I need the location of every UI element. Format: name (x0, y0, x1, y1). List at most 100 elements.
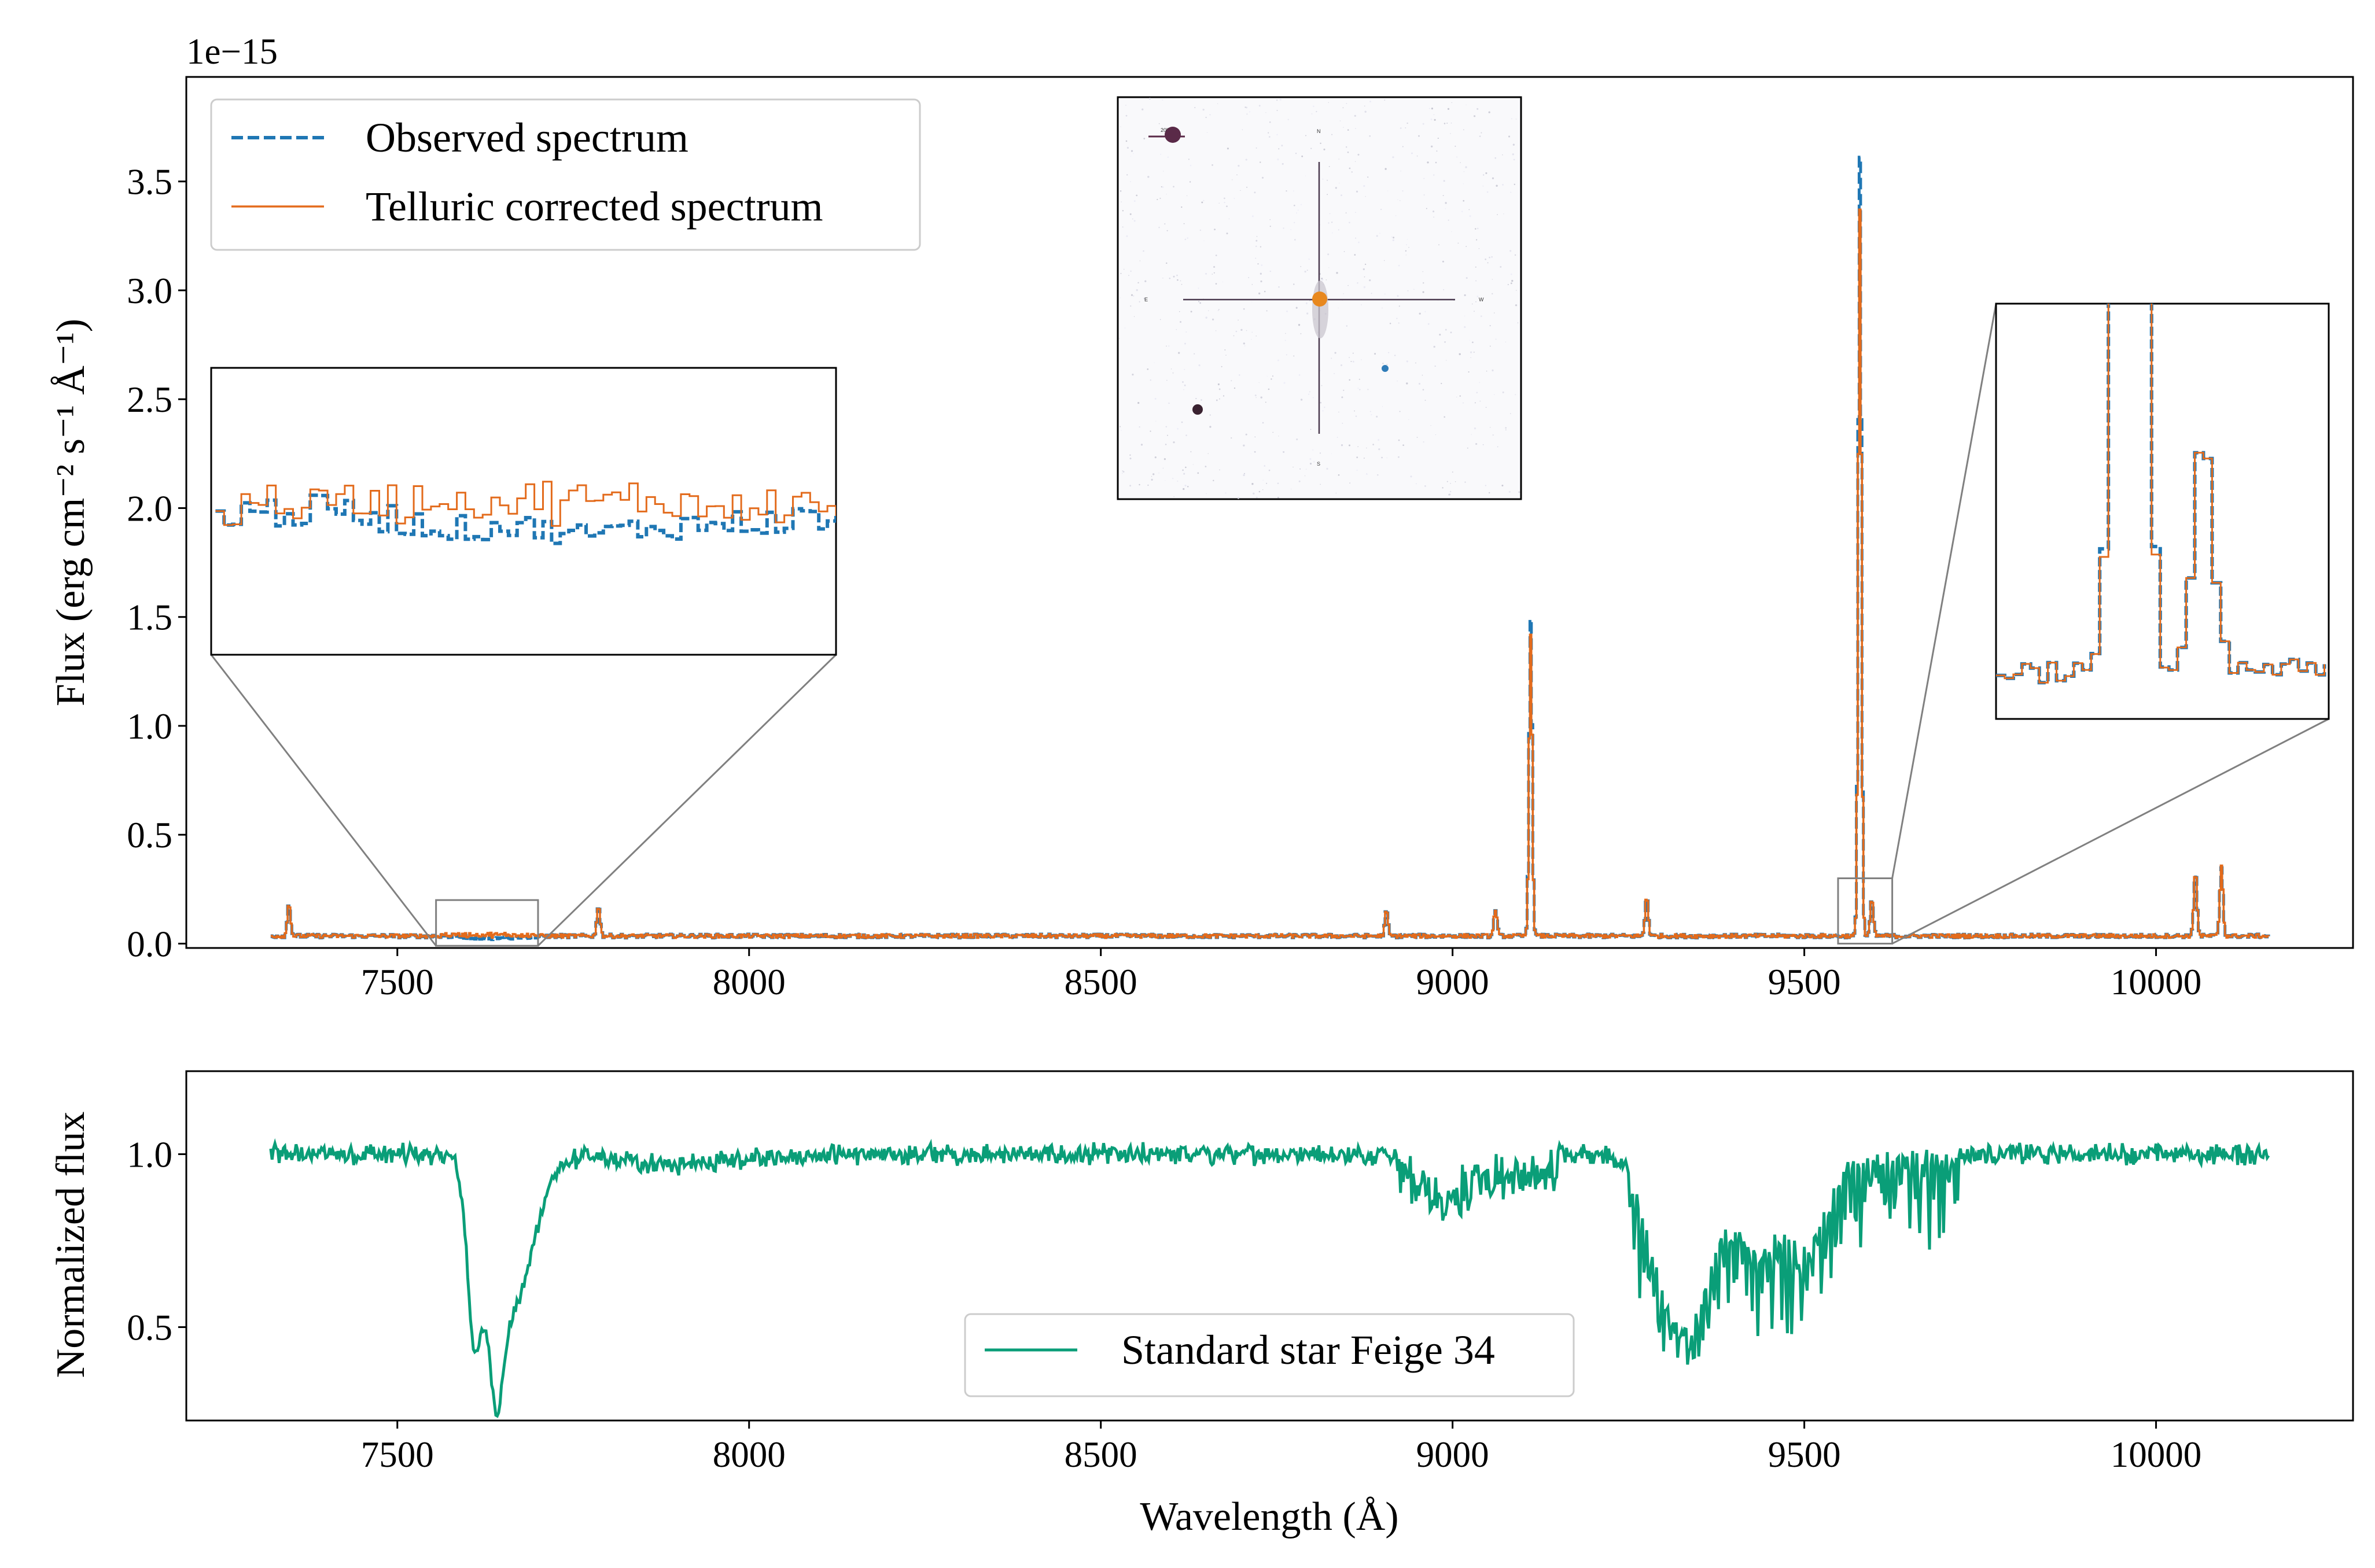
sky-noise-speck (1143, 297, 1146, 300)
sky-noise-speck (1124, 327, 1126, 329)
bottom-x-axis-label: Wavelength (Å) (1140, 1495, 1398, 1539)
inset-line-complex-corrected-line (1996, 304, 2325, 684)
sky-noise-speck (1212, 164, 1213, 166)
sky-noise-speck (1185, 466, 1187, 468)
sky-noise-speck (1475, 266, 1476, 268)
sky-noise-speck (1309, 458, 1312, 460)
sky-noise-speck (1132, 218, 1133, 220)
sky-noise-speck (1475, 228, 1476, 230)
x-tick-label: 10000 (2111, 962, 2202, 1002)
sky-noise-speck (1327, 179, 1328, 181)
sky-noise-speck (1294, 239, 1296, 241)
sky-noise-speck (1255, 335, 1257, 337)
target-galaxy (1312, 281, 1328, 338)
sky-noise-speck (1424, 485, 1426, 487)
sky-noise-speck (1320, 484, 1321, 485)
sky-noise-speck (1306, 270, 1308, 271)
sky-noise-speck (1355, 212, 1356, 213)
sky-noise-speck (1505, 427, 1507, 429)
sky-noise-speck (1516, 290, 1517, 291)
sky-noise-speck (1364, 263, 1367, 265)
sky-noise-speck (1240, 329, 1243, 331)
sky-noise-speck (1445, 208, 1446, 209)
sky-noise-speck (1261, 264, 1263, 267)
sky-noise-speck (1518, 491, 1520, 493)
sky-noise-speck (1392, 156, 1394, 158)
finder-west-label: W (1479, 297, 1484, 302)
sky-noise-speck (1163, 458, 1166, 460)
sky-noise-speck (1470, 351, 1472, 353)
sky-noise-speck (1468, 371, 1470, 373)
star (1165, 127, 1181, 143)
sky-noise-speck (1384, 260, 1385, 261)
sky-noise-speck (1277, 359, 1279, 361)
sky-noise-speck (1363, 268, 1365, 271)
sky-noise-speck (1472, 341, 1474, 344)
sky-noise-speck (1435, 434, 1437, 436)
sky-noise-speck (1255, 245, 1257, 248)
sky-noise-speck (1238, 164, 1240, 167)
sky-noise-speck (1279, 98, 1282, 101)
sky-noise-speck (1264, 465, 1266, 467)
sky-noise-speck (1262, 422, 1264, 424)
sky-noise-speck (1268, 388, 1270, 390)
sky-noise-speck (1410, 475, 1412, 478)
sky-noise-speck (1444, 416, 1446, 418)
sky-noise-speck (1185, 434, 1187, 437)
sky-noise-speck (1476, 108, 1479, 110)
sky-noise-speck (1380, 208, 1382, 211)
sky-noise-speck (1508, 490, 1511, 493)
sky-noise-speck (1341, 194, 1342, 197)
sky-noise-speck (1469, 215, 1471, 217)
sky-noise-speck (1243, 308, 1245, 310)
sky-noise-speck (1347, 129, 1349, 131)
sky-noise-speck (1423, 178, 1425, 179)
sky-noise-speck (1187, 485, 1189, 488)
sky-noise-speck (1398, 322, 1400, 324)
sky-noise-speck (1300, 266, 1302, 267)
sky-noise-speck (1382, 363, 1384, 364)
sky-noise-speck (1198, 287, 1199, 289)
standard-star-line (269, 1138, 2270, 1418)
sky-noise-speck (1340, 364, 1343, 367)
sky-noise-speck (1251, 483, 1254, 485)
sky-noise-speck (1197, 472, 1199, 474)
sky-noise-speck (1147, 176, 1150, 178)
sky-noise-speck (1295, 153, 1297, 154)
sky-noise-speck (1137, 282, 1139, 284)
sky-noise-speck (1415, 483, 1417, 485)
sky-noise-speck (1257, 263, 1259, 265)
sky-noise-speck (1334, 372, 1335, 374)
x-tick-label: 8000 (713, 1434, 786, 1475)
sky-noise-speck (1354, 115, 1356, 117)
sky-noise-speck (1120, 190, 1122, 192)
sky-noise-speck (1178, 352, 1180, 354)
sky-noise-speck (1406, 244, 1407, 246)
sky-noise-speck (1346, 103, 1347, 104)
sky-noise-speck (1354, 128, 1356, 130)
sky-noise-speck (1254, 191, 1256, 194)
sky-noise-speck (1269, 121, 1271, 123)
finder-scale-label: 20" (1161, 127, 1168, 133)
sky-noise-speck (1387, 352, 1390, 353)
top-legend: Observed spectrum Telluric corrected spe… (210, 98, 921, 251)
sky-noise-speck (1422, 282, 1424, 284)
sky-noise-speck (1326, 467, 1328, 470)
sky-noise-speck (1209, 426, 1212, 428)
sky-noise-speck (1445, 329, 1447, 331)
sky-noise-speck (1251, 215, 1254, 217)
sky-noise-speck (1205, 316, 1207, 319)
sky-noise-speck (1202, 108, 1205, 111)
sky-noise-speck (1120, 297, 1121, 298)
bottom-axes: 7500 8000 8500 9000 9500 10000 0.5 1.0 Wavelen… (49, 1070, 2354, 1539)
sky-noise-speck (1349, 379, 1350, 381)
sky-noise-speck (1301, 155, 1304, 157)
y-tick-label: 2.0 (127, 488, 172, 529)
sky-noise-speck (1357, 153, 1360, 156)
bottom-y-axis-label: Normalized flux (49, 1112, 93, 1378)
sky-noise-speck (1262, 479, 1264, 481)
sky-noise-speck (1190, 451, 1192, 453)
sky-noise-speck (1276, 99, 1278, 101)
sky-noise-speck (1195, 398, 1197, 400)
sky-noise-speck (1245, 158, 1247, 161)
